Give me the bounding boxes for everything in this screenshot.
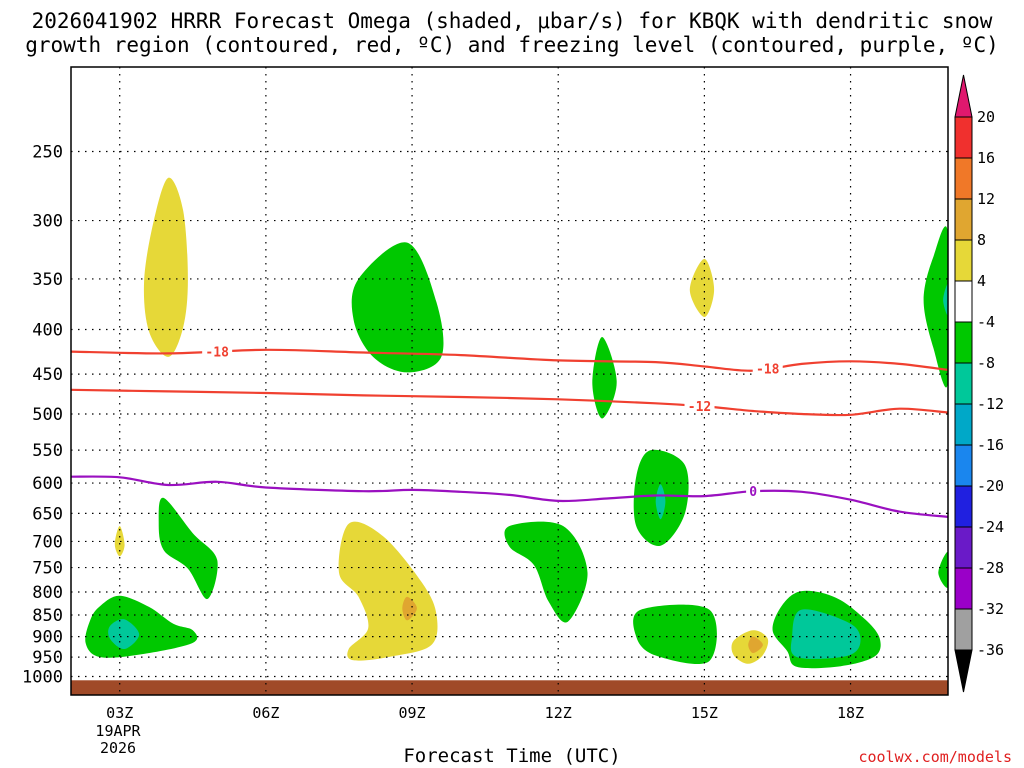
omega-region-2 bbox=[338, 521, 438, 661]
colorbar-label-12: -32 bbox=[977, 600, 1004, 618]
colorbar-label-7: -12 bbox=[977, 395, 1004, 413]
y-tick-label-750: 750 bbox=[32, 559, 63, 579]
y-tick-label-650: 650 bbox=[32, 504, 63, 524]
colorbar: 20 16 12 8 4 -4 -8 -12 -16 -20 -24 -28 -32 -36 bbox=[954, 74, 1004, 693]
colorbar-label-2: 12 bbox=[977, 190, 995, 208]
y-tick-label-800: 800 bbox=[32, 583, 63, 603]
colorbar-label-9: -20 bbox=[977, 477, 1004, 495]
plot-frame bbox=[70, 66, 949, 696]
colorbar-segment-12 bbox=[954, 608, 973, 651]
omega-region-12 bbox=[504, 521, 588, 623]
omega-region-4 bbox=[689, 258, 715, 317]
colorbar-segment-0 bbox=[954, 116, 973, 159]
omega-region-19 bbox=[943, 284, 948, 316]
colorbar-label-3: 8 bbox=[977, 231, 986, 249]
y-tick-label-700: 700 bbox=[32, 532, 63, 552]
date-label-day: 19APR bbox=[95, 722, 141, 740]
x-tick-label-15Z: 15Z bbox=[691, 704, 718, 722]
colorbar-segment-8 bbox=[954, 444, 973, 487]
y-tick-label-350: 350 bbox=[32, 270, 63, 290]
contour-label-bg-1-0 bbox=[684, 399, 715, 414]
colorbar-label-1: 16 bbox=[977, 149, 995, 167]
x-axis-label: Forecast Time (UTC) bbox=[403, 745, 621, 767]
colorbar-label-0: 20 bbox=[977, 108, 995, 126]
chart-title-line-1: 2026041902 HRRR Forecast Omega (shaded, … bbox=[31, 9, 993, 33]
date-label-year: 2026 bbox=[99, 739, 137, 757]
chart-title-line-2: growth region (contoured, red, ºC) and f… bbox=[25, 33, 999, 57]
contour-line-1 bbox=[71, 388, 948, 417]
ground-layer bbox=[71, 680, 948, 695]
y-tick-label-250: 250 bbox=[32, 143, 63, 163]
y-tick-label-950: 950 bbox=[32, 648, 63, 668]
x-tick-label-03Z: 03Z bbox=[106, 704, 133, 722]
omega-region-15 bbox=[633, 604, 717, 665]
omega-region-18 bbox=[923, 226, 948, 388]
colorbar-segment-5 bbox=[954, 321, 973, 364]
omega-region-3 bbox=[402, 596, 417, 621]
contour-label-bg-0-1 bbox=[752, 361, 783, 376]
colorbar-segment-4 bbox=[954, 280, 973, 323]
colorbar-bottom-arrow bbox=[954, 649, 973, 693]
contour-lines: -18 -18 -12 0 bbox=[71, 344, 948, 518]
x-tick-label-18Z: 18Z bbox=[837, 704, 864, 722]
y-tick-label-450: 450 bbox=[32, 365, 63, 385]
colorbar-segment-2 bbox=[954, 198, 973, 241]
contour-line-0 bbox=[71, 348, 948, 372]
contour-label-1-0: -12 bbox=[688, 400, 711, 415]
contour-label-bg-0-0 bbox=[202, 344, 233, 359]
omega-region-1 bbox=[114, 525, 125, 557]
colorbar-segment-3 bbox=[954, 239, 973, 282]
contour-label-bg-2-0 bbox=[746, 484, 761, 499]
contour-line-2 bbox=[71, 475, 948, 518]
colorbar-segment-6 bbox=[954, 362, 973, 405]
colorbar-label-4: 4 bbox=[977, 272, 986, 290]
omega-region-11 bbox=[592, 337, 617, 419]
omega-region-14 bbox=[655, 484, 666, 520]
contour-label-0-0: -18 bbox=[205, 346, 229, 361]
axes: 2503003504004505005506006507007508008509… bbox=[22, 66, 949, 722]
x-tick-label-12Z: 12Z bbox=[545, 704, 572, 722]
colorbar-label-11: -28 bbox=[977, 559, 1004, 577]
y-tick-label-550: 550 bbox=[32, 441, 63, 461]
omega-region-17 bbox=[790, 609, 861, 659]
omega-region-8 bbox=[108, 619, 140, 650]
omega-region-6 bbox=[748, 636, 763, 654]
contour-label-0-1: -18 bbox=[756, 363, 780, 378]
colorbar-segment-7 bbox=[954, 403, 973, 446]
contour-label-2-0: 0 bbox=[749, 485, 757, 500]
omega-region-10 bbox=[351, 242, 444, 373]
x-tick-label-06Z: 06Z bbox=[252, 704, 279, 722]
x-tick-label-09Z: 09Z bbox=[399, 704, 426, 722]
colorbar-segment-9 bbox=[954, 485, 973, 528]
colorbar-label-10: -24 bbox=[977, 518, 1004, 536]
y-tick-label-850: 850 bbox=[32, 606, 63, 626]
y-tick-label-300: 300 bbox=[32, 212, 63, 232]
colorbar-segment-1 bbox=[954, 157, 973, 200]
y-tick-label-1000: 1000 bbox=[22, 668, 63, 688]
colorbar-segment-10 bbox=[954, 526, 973, 569]
y-tick-label-600: 600 bbox=[32, 474, 63, 494]
omega-region-9 bbox=[158, 497, 218, 600]
y-tick-label-500: 500 bbox=[32, 405, 63, 425]
colorbar-label-6: -8 bbox=[977, 354, 995, 372]
credit-link[interactable]: coolwx.com/models bbox=[858, 748, 1012, 766]
y-tick-label-400: 400 bbox=[32, 321, 63, 341]
colorbar-segment-11 bbox=[954, 567, 973, 610]
colorbar-label-13: -36 bbox=[977, 641, 1004, 659]
omega-region-20 bbox=[938, 552, 948, 588]
shaded-omega-layer bbox=[71, 177, 948, 695]
colorbar-label-5: -4 bbox=[977, 313, 995, 331]
colorbar-top-arrow bbox=[954, 74, 973, 118]
y-tick-label-900: 900 bbox=[32, 628, 63, 648]
omega-region-7 bbox=[85, 595, 198, 658]
colorbar-label-8: -16 bbox=[977, 436, 1004, 454]
omega-region-0 bbox=[143, 177, 188, 357]
